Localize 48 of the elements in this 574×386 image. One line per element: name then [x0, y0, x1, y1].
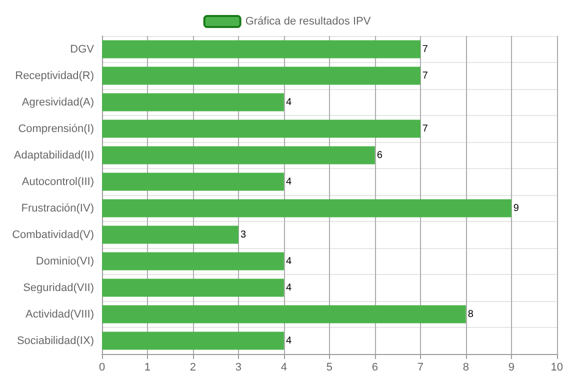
bar	[102, 278, 284, 297]
data-label: 7	[422, 123, 428, 134]
bar	[102, 172, 284, 191]
x-tick-label: 2	[190, 362, 196, 374]
bar	[102, 40, 420, 58]
y-tick-label: Adaptabilidad(II)	[14, 149, 94, 162]
bar	[102, 226, 238, 244]
data-label: 6	[376, 150, 383, 161]
data-label: 4	[286, 176, 292, 188]
x-tick-label: 10	[550, 362, 564, 374]
y-tick-label: Sociabilidad(IX)	[16, 334, 94, 347]
bar	[102, 146, 375, 164]
x-tick-label: 6	[372, 362, 378, 374]
bar	[102, 305, 466, 324]
y-tick-label: Actividad(VIII)	[26, 308, 94, 320]
data-label: 7	[422, 70, 428, 82]
y-tick-label: Receptividad(R)	[15, 70, 94, 82]
y-tick-label: Combatividad(V)	[12, 228, 94, 241]
data-label: 4	[286, 96, 292, 108]
x-tick-label: 3	[235, 362, 242, 374]
bar	[102, 66, 420, 85]
data-label: 8	[468, 308, 474, 320]
data-label: 7	[422, 44, 428, 55]
x-tick-label: 0	[98, 362, 106, 374]
y-tick-label: Agresividad(A)	[22, 96, 94, 108]
y-tick-label: DGV	[70, 43, 95, 56]
x-tick-label: 4	[280, 362, 288, 374]
y-tick-label: Comprensión(I)	[18, 122, 94, 135]
bar	[102, 199, 512, 218]
y-tick-label: Dominio(VI)	[36, 255, 94, 268]
x-tick-label: 7	[417, 362, 424, 374]
x-tick-label: 9	[508, 362, 514, 374]
data-label: 3	[240, 229, 246, 240]
data-label: 9	[513, 202, 520, 214]
bar	[102, 332, 284, 350]
y-tick-label: Frustración(IV)	[21, 202, 94, 214]
x-tick-label: 1	[144, 362, 151, 374]
x-tick-label: 5	[326, 362, 333, 374]
y-tick-label: Autocontrol(III)	[22, 176, 94, 188]
data-label: 4	[286, 335, 292, 346]
data-label: 4	[286, 256, 292, 267]
data-label: 4	[286, 282, 292, 294]
legend-label: Gráfica de resultados IPV	[245, 16, 372, 28]
bar	[102, 93, 284, 112]
bar	[102, 120, 420, 138]
x-tick-label: 8	[462, 362, 469, 374]
y-tick-label: Seguridad(VII)	[23, 282, 94, 294]
bar	[102, 252, 284, 270]
